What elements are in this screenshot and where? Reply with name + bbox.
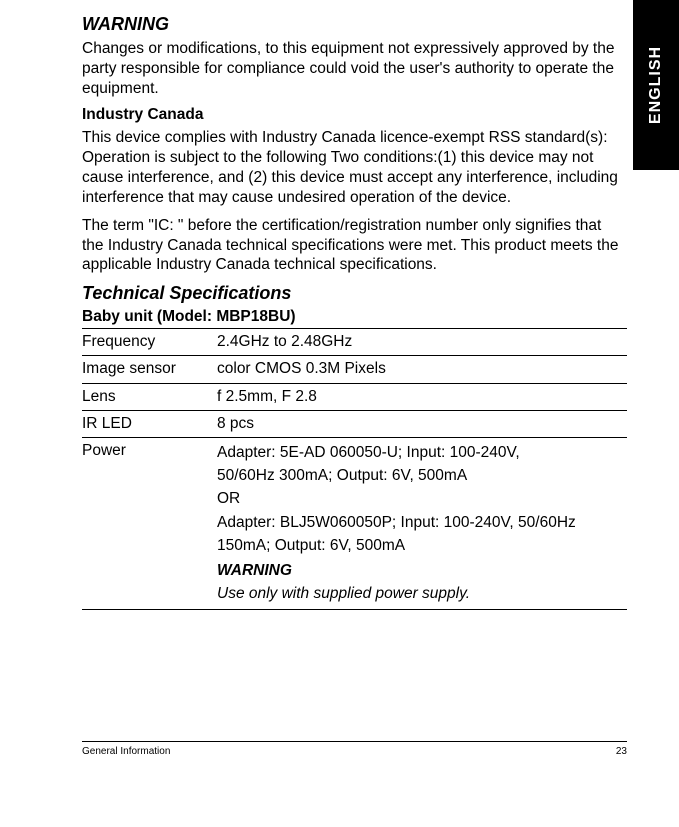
page-content: WARNING Changes or modifications, to thi… (82, 14, 627, 610)
spec-value: 8 pcs (217, 410, 627, 437)
power-line1: Adapter: 5E-AD 060050-U; Input: 100-240V… (217, 441, 627, 464)
industry-canada-p2: The term "IC: " before the certification… (82, 216, 627, 275)
industry-canada-p1: This device complies with Industry Canad… (82, 128, 627, 207)
spec-label: Lens (82, 383, 217, 410)
warning-text: Changes or modifications, to this equipm… (82, 39, 627, 98)
warning-heading: WARNING (82, 14, 627, 35)
table-row: Power Adapter: 5E-AD 060050-U; Input: 10… (82, 437, 627, 609)
table-row: Frequency 2.4GHz to 2.48GHz (82, 329, 627, 356)
specs-table: Frequency 2.4GHz to 2.48GHz Image sensor… (82, 328, 627, 609)
footer-section-name: General Information (82, 746, 170, 757)
power-line4: Adapter: BLJ5W060050P; Input: 100-240V, … (217, 511, 627, 558)
power-warning-label: WARNING (217, 559, 627, 582)
spec-label: Image sensor (82, 356, 217, 383)
footer-page-number: 23 (616, 746, 627, 757)
table-row: IR LED 8 pcs (82, 410, 627, 437)
power-line2: 50/60Hz 300mA; Output: 6V, 500mA (217, 464, 627, 487)
table-row: Lens f 2.5mm, F 2.8 (82, 383, 627, 410)
model-heading: Baby unit (Model: MBP18BU) (82, 308, 627, 326)
spec-value: 2.4GHz to 2.48GHz (217, 329, 627, 356)
power-line3: OR (217, 487, 627, 510)
spec-label: Frequency (82, 329, 217, 356)
spec-label: IR LED (82, 410, 217, 437)
spec-value: Adapter: 5E-AD 060050-U; Input: 100-240V… (217, 437, 627, 609)
spec-value: color CMOS 0.3M Pixels (217, 356, 627, 383)
spec-label: Power (82, 437, 217, 609)
tech-specs-heading: Technical Specifications (82, 283, 627, 304)
industry-canada-heading: Industry Canada (82, 106, 627, 124)
spec-value: f 2.5mm, F 2.8 (217, 383, 627, 410)
power-warning-text: Use only with supplied power supply. (217, 582, 627, 605)
language-tab-text: ENGLISH (647, 46, 665, 124)
table-row: Image sensor color CMOS 0.3M Pixels (82, 356, 627, 383)
page-footer: General Information 23 (82, 741, 627, 757)
language-tab: ENGLISH (633, 0, 679, 170)
